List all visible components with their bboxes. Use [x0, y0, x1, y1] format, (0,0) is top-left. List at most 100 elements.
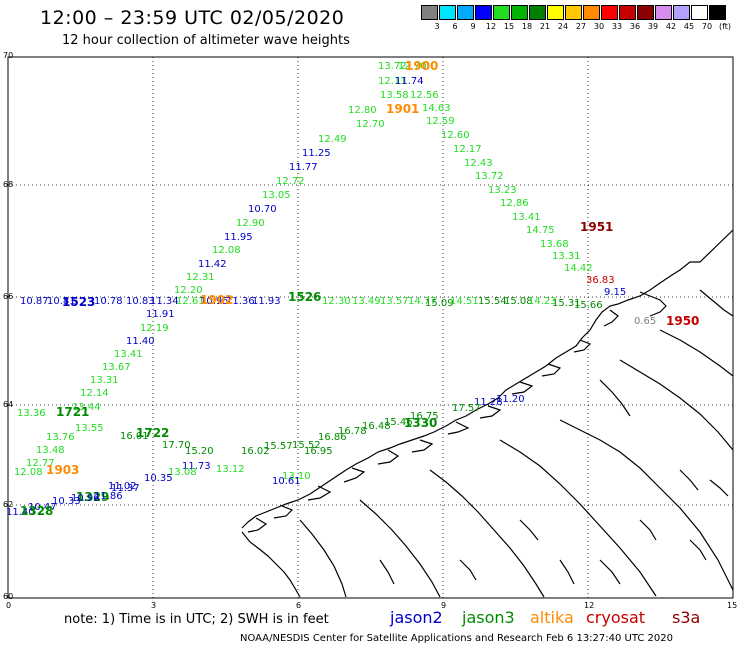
- wave-height-label: 11.77: [289, 162, 318, 173]
- wave-height-label: 13.76: [46, 432, 75, 443]
- wave-height-label: 16.48: [362, 421, 391, 432]
- wave-height-label: 11.40: [126, 336, 155, 347]
- color-scale-label: 30: [593, 22, 605, 31]
- wave-height-label: 10.35: [144, 473, 173, 484]
- color-scale-swatch: [547, 5, 564, 20]
- wave-height-label: 9.15: [604, 287, 626, 298]
- wave-height-label: 13.41: [114, 349, 143, 360]
- legend-cryosat: cryosat: [586, 608, 646, 627]
- color-scale-label: 45: [683, 22, 695, 31]
- legend-s3a: s3a: [672, 608, 701, 627]
- wave-height-label: 13.68: [540, 239, 569, 250]
- wave-height-label: 11.34: [150, 296, 179, 307]
- pass-time-label: 1330: [404, 416, 437, 430]
- pass-time-label: 1722: [136, 426, 169, 440]
- wave-height-label: 15.09: [425, 298, 454, 309]
- lon-tick-6: 6: [296, 601, 302, 610]
- wave-height-label: 12.11: [378, 76, 407, 87]
- pass-time-label: 1902: [200, 293, 233, 307]
- wave-height-label: 12.70: [398, 61, 427, 72]
- color-scale-swatch: [475, 5, 492, 20]
- wave-height-label: 13.31: [90, 375, 119, 386]
- wave-height-label: 16.02: [241, 446, 270, 457]
- wave-height-label: 15.57: [264, 441, 293, 452]
- wave-height-label: 17.70: [162, 440, 191, 451]
- color-scale-label: 6: [452, 22, 458, 31]
- wave-height-label: 0.65: [634, 316, 656, 327]
- color-scale-swatch: [493, 5, 510, 20]
- wave-height-label: 11.91: [146, 309, 175, 320]
- pass-time-label: 1721: [56, 405, 89, 419]
- wave-height-label: 13.72: [378, 61, 407, 72]
- lon-tick-3: 3: [151, 601, 157, 610]
- wave-height-label: 13.55: [75, 423, 104, 434]
- wave-height-label: 13.41: [512, 212, 541, 223]
- wave-height-label: 12.90: [236, 218, 265, 229]
- color-scale-label: 42: [665, 22, 677, 31]
- color-scale-swatch: [673, 5, 690, 20]
- wave-height-label: 11.20: [496, 394, 525, 405]
- wave-height-label: 13.23: [488, 185, 517, 196]
- pass-time-label: 1951: [580, 220, 613, 234]
- color-scale-swatch: [439, 5, 456, 20]
- wave-height-label: 16.78: [338, 426, 367, 437]
- lat-tick-68: 68: [3, 180, 14, 189]
- chart-subtitle: 12 hour collection of altimeter wave hei…: [62, 33, 350, 48]
- wave-height-label: 15.46: [384, 417, 413, 428]
- wave-height-label: 13.72: [475, 171, 504, 182]
- wave-height-label: 11.86: [94, 491, 123, 502]
- wave-height-label: 13.48: [36, 445, 65, 456]
- wave-height-label: 16.75: [410, 411, 439, 422]
- wave-height-label: 11.93: [252, 296, 281, 307]
- wave-height-label: 13.10: [282, 471, 311, 482]
- lon-tick-12: 12: [584, 601, 595, 610]
- wave-height-label: 10.70: [248, 204, 277, 215]
- wave-height-label: 11.25: [302, 148, 331, 159]
- wave-height-label: 12.19: [140, 323, 169, 334]
- wave-height-label: 15.08: [504, 296, 533, 307]
- lon-tick-0: 0: [6, 601, 12, 610]
- wave-height-label: 36.83: [586, 275, 615, 286]
- pass-time-label: 1950: [666, 314, 699, 328]
- wave-height-label: 10.87: [20, 296, 49, 307]
- color-scale-swatch: [637, 5, 654, 20]
- color-scale-swatch: [511, 5, 528, 20]
- legend-jason2: jason2: [390, 608, 443, 627]
- wave-height-label: 12.43: [464, 158, 493, 169]
- coastline: [241, 229, 734, 598]
- wave-height-label: 12.77: [26, 458, 55, 469]
- legend-jason3: jason3: [462, 608, 515, 627]
- color-scale-swatch: [601, 5, 618, 20]
- wave-height-label: 12.61: [176, 296, 205, 307]
- wave-height-label: 11.02: [108, 481, 137, 492]
- wave-height-label: 11.36: [226, 296, 255, 307]
- wave-height-label: 11.73: [182, 461, 211, 472]
- wave-height-label: 13.49: [352, 296, 381, 307]
- map-frame: [7, 56, 734, 599]
- wave-height-label: 10.83: [126, 296, 155, 307]
- wave-height-label: 10.81: [47, 296, 76, 307]
- pass-time-label: 1900: [405, 59, 438, 73]
- wave-height-label: 13.08: [168, 467, 197, 478]
- pass-time-label: 1523: [62, 295, 95, 309]
- wave-height-label: 12.70: [356, 119, 385, 130]
- color-scale-swatch: [583, 5, 600, 20]
- color-scale-label: 36: [629, 22, 641, 31]
- wave-height-label: 13.31: [552, 251, 581, 262]
- wave-height-label: 12.80: [348, 105, 377, 116]
- wave-height-label: 11.74: [395, 76, 424, 87]
- color-scale-swatch: [421, 5, 438, 20]
- wave-height-label: 14.23: [528, 296, 557, 307]
- wave-height-label: 14.51: [450, 296, 479, 307]
- wave-height-label: 12.49: [318, 134, 347, 145]
- color-scale-swatch: [619, 5, 636, 20]
- color-scale-label: (ft): [718, 22, 732, 31]
- wave-height-label: 10.33: [52, 496, 81, 507]
- color-scale-swatch: [529, 5, 546, 20]
- wave-height-label: 13.44: [72, 402, 101, 413]
- footer-note: note: 1) Time is in UTC; 2) SWH is in fe…: [64, 612, 329, 627]
- wave-height-label: 15.52: [292, 440, 321, 451]
- wave-height-label: 10.78: [94, 296, 123, 307]
- wave-height-label: 12.31: [186, 272, 215, 283]
